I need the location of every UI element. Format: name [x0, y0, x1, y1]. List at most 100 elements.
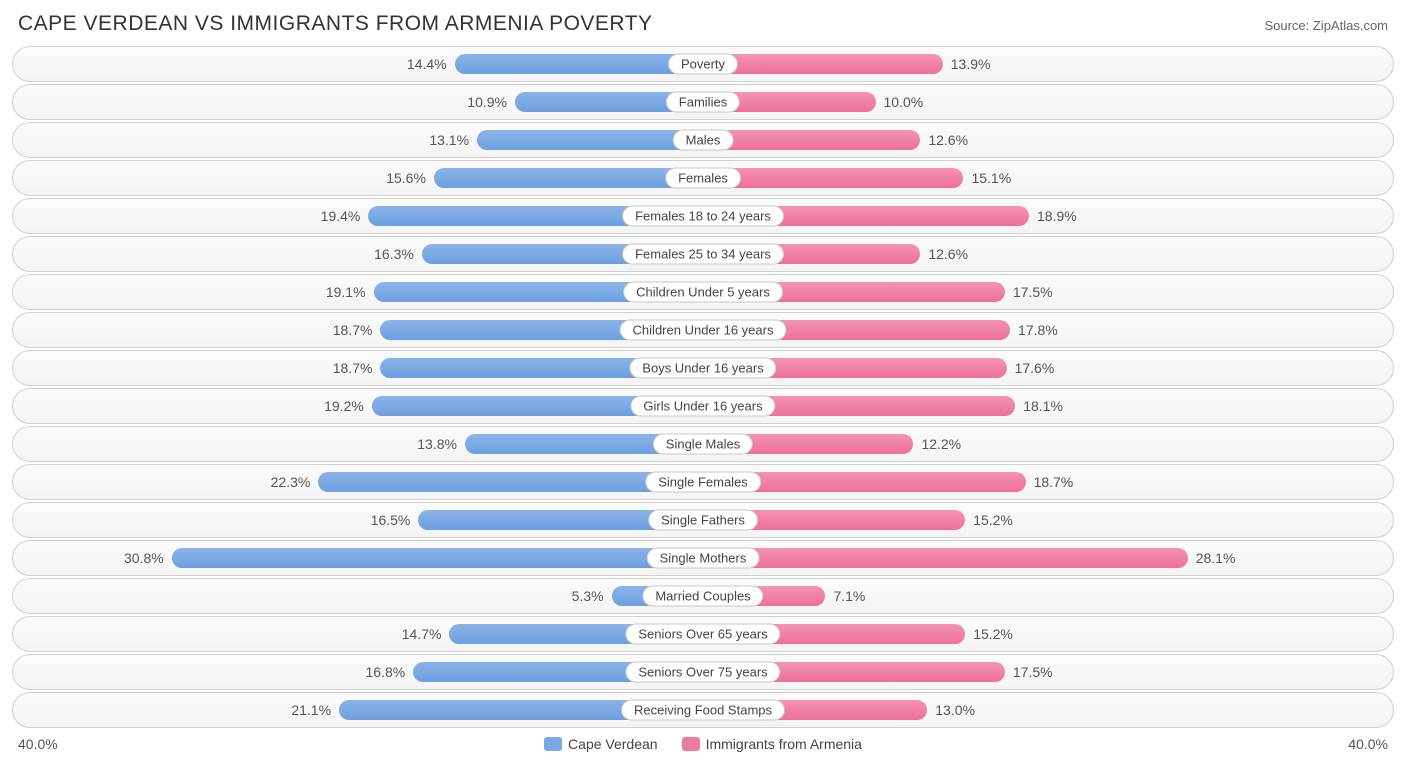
category-label: Seniors Over 65 years	[625, 624, 780, 645]
left-value-label: 14.7%	[394, 626, 450, 642]
row-right-half: 13.0%	[703, 693, 1393, 727]
right-bar	[703, 54, 943, 74]
left-value-label: 21.1%	[283, 702, 339, 718]
legend-label-left: Cape Verdean	[568, 736, 658, 752]
category-label: Seniors Over 75 years	[625, 662, 780, 683]
chart-row: 5.3% 7.1% Married Couples	[12, 578, 1394, 614]
legend-swatch-left	[544, 737, 562, 751]
row-right-half: 12.2%	[703, 427, 1393, 461]
right-value-label: 12.6%	[920, 132, 976, 148]
row-right-half: 18.7%	[703, 465, 1393, 499]
right-value-label: 17.5%	[1005, 664, 1061, 680]
chart-row: 16.3%12.6%Females 25 to 34 years	[12, 236, 1394, 272]
category-label: Males	[673, 130, 734, 151]
right-bar	[703, 130, 920, 150]
row-left-half: 16.5%	[13, 503, 703, 537]
chart-row: 16.8% 17.5% Seniors Over 75 years	[12, 654, 1394, 690]
right-value-label: 12.2%	[913, 436, 969, 452]
chart-row: 30.8% 28.1%Single Mothers	[12, 540, 1394, 576]
left-value-label: 30.8%	[116, 550, 172, 566]
left-value-label: 13.8%	[409, 436, 465, 452]
row-left-half: 10.9%	[13, 85, 703, 119]
left-bar	[172, 548, 703, 568]
left-value-label: 16.3%	[366, 246, 422, 262]
row-right-half: 17.8%	[703, 313, 1393, 347]
legend-swatch-right	[682, 737, 700, 751]
row-right-half: 28.1%	[703, 541, 1393, 575]
row-left-half: 19.2%	[13, 389, 703, 423]
category-label: Boys Under 16 years	[629, 358, 776, 379]
right-value-label: 12.6%	[920, 246, 976, 262]
left-bar	[455, 54, 703, 74]
chart-row: 15.6%15.1%Females	[12, 160, 1394, 196]
right-value-label: 15.1%	[963, 170, 1019, 186]
left-value-label: 19.2%	[316, 398, 372, 414]
row-left-half: 19.1%	[13, 275, 703, 309]
row-left-half: 21.1%	[13, 693, 703, 727]
left-value-label: 16.5%	[363, 512, 419, 528]
row-left-half: 18.7%	[13, 351, 703, 385]
chart-row: 13.1%12.6%Males	[12, 122, 1394, 158]
right-bar	[703, 168, 963, 188]
chart-row: 13.8%12.2%Single Males	[12, 426, 1394, 462]
category-label: Families	[666, 92, 740, 113]
row-right-half: 15.1%	[703, 161, 1393, 195]
right-value-label: 17.5%	[1005, 284, 1061, 300]
left-value-label: 18.7%	[325, 360, 381, 376]
row-left-half: 5.3%	[13, 579, 703, 613]
row-right-half: 15.2%	[703, 503, 1393, 537]
category-label: Single Mothers	[647, 548, 760, 569]
row-left-half: 30.8%	[13, 541, 703, 575]
legend-label-right: Immigrants from Armenia	[706, 736, 862, 752]
category-label: Children Under 5 years	[623, 282, 783, 303]
chart-row: 18.7% 17.8% Children Under 16 years	[12, 312, 1394, 348]
left-value-label: 18.7%	[325, 322, 381, 338]
category-label: Single Females	[645, 472, 761, 493]
category-label: Receiving Food Stamps	[621, 700, 785, 721]
axis-max-right: 40.0%	[1348, 736, 1388, 752]
category-label: Single Fathers	[648, 510, 758, 531]
chart-row: 19.2%18.1%Girls Under 16 years	[12, 388, 1394, 424]
row-left-half: 22.3%	[13, 465, 703, 499]
chart-header: CAPE VERDEAN VS IMMIGRANTS FROM ARMENIA …	[12, 12, 1394, 46]
right-value-label: 17.8%	[1010, 322, 1066, 338]
chart-row: 19.4%18.9%Females 18 to 24 years	[12, 198, 1394, 234]
left-value-label: 15.6%	[378, 170, 434, 186]
row-right-half: 13.9%	[703, 47, 1393, 81]
axis-max-left: 40.0%	[18, 736, 58, 752]
left-bar	[477, 130, 703, 150]
legend-item-left: Cape Verdean	[544, 736, 658, 752]
chart-row: 21.1% 13.0%Receiving Food Stamps	[12, 692, 1394, 728]
row-left-half: 14.4%	[13, 47, 703, 81]
right-value-label: 17.6%	[1007, 360, 1063, 376]
row-left-half: 18.7%	[13, 313, 703, 347]
category-label: Children Under 16 years	[620, 320, 787, 341]
row-right-half: 17.5%	[703, 655, 1393, 689]
row-left-half: 16.8%	[13, 655, 703, 689]
category-label: Poverty	[668, 54, 738, 75]
left-value-label: 10.9%	[459, 94, 515, 110]
legend: Cape Verdean Immigrants from Armenia	[544, 736, 862, 752]
right-value-label: 10.0%	[876, 94, 932, 110]
row-left-half: 16.3%	[13, 237, 703, 271]
category-label: Married Couples	[642, 586, 763, 607]
left-value-label: 5.3%	[564, 588, 612, 604]
chart-footer: 40.0% Cape Verdean Immigrants from Armen…	[12, 730, 1394, 752]
row-left-half: 14.7%	[13, 617, 703, 651]
chart-row: 22.3% 18.7% Single Females	[12, 464, 1394, 500]
row-right-half: 18.1%	[703, 389, 1393, 423]
right-value-label: 15.2%	[965, 512, 1021, 528]
left-bar	[434, 168, 703, 188]
left-value-label: 22.3%	[263, 474, 319, 490]
chart-title: CAPE VERDEAN VS IMMIGRANTS FROM ARMENIA …	[18, 12, 653, 36]
right-value-label: 7.1%	[825, 588, 873, 604]
left-value-label: 14.4%	[399, 56, 455, 72]
category-label: Females 18 to 24 years	[622, 206, 784, 227]
row-right-half: 10.0%	[703, 85, 1393, 119]
right-value-label: 15.2%	[965, 626, 1021, 642]
right-value-label: 18.7%	[1026, 474, 1082, 490]
chart-row: 14.4% 13.9%Poverty	[12, 46, 1394, 82]
chart-row: 18.7% 17.6% Boys Under 16 years	[12, 350, 1394, 386]
row-right-half: 12.6%	[703, 123, 1393, 157]
row-right-half: 15.2%	[703, 617, 1393, 651]
